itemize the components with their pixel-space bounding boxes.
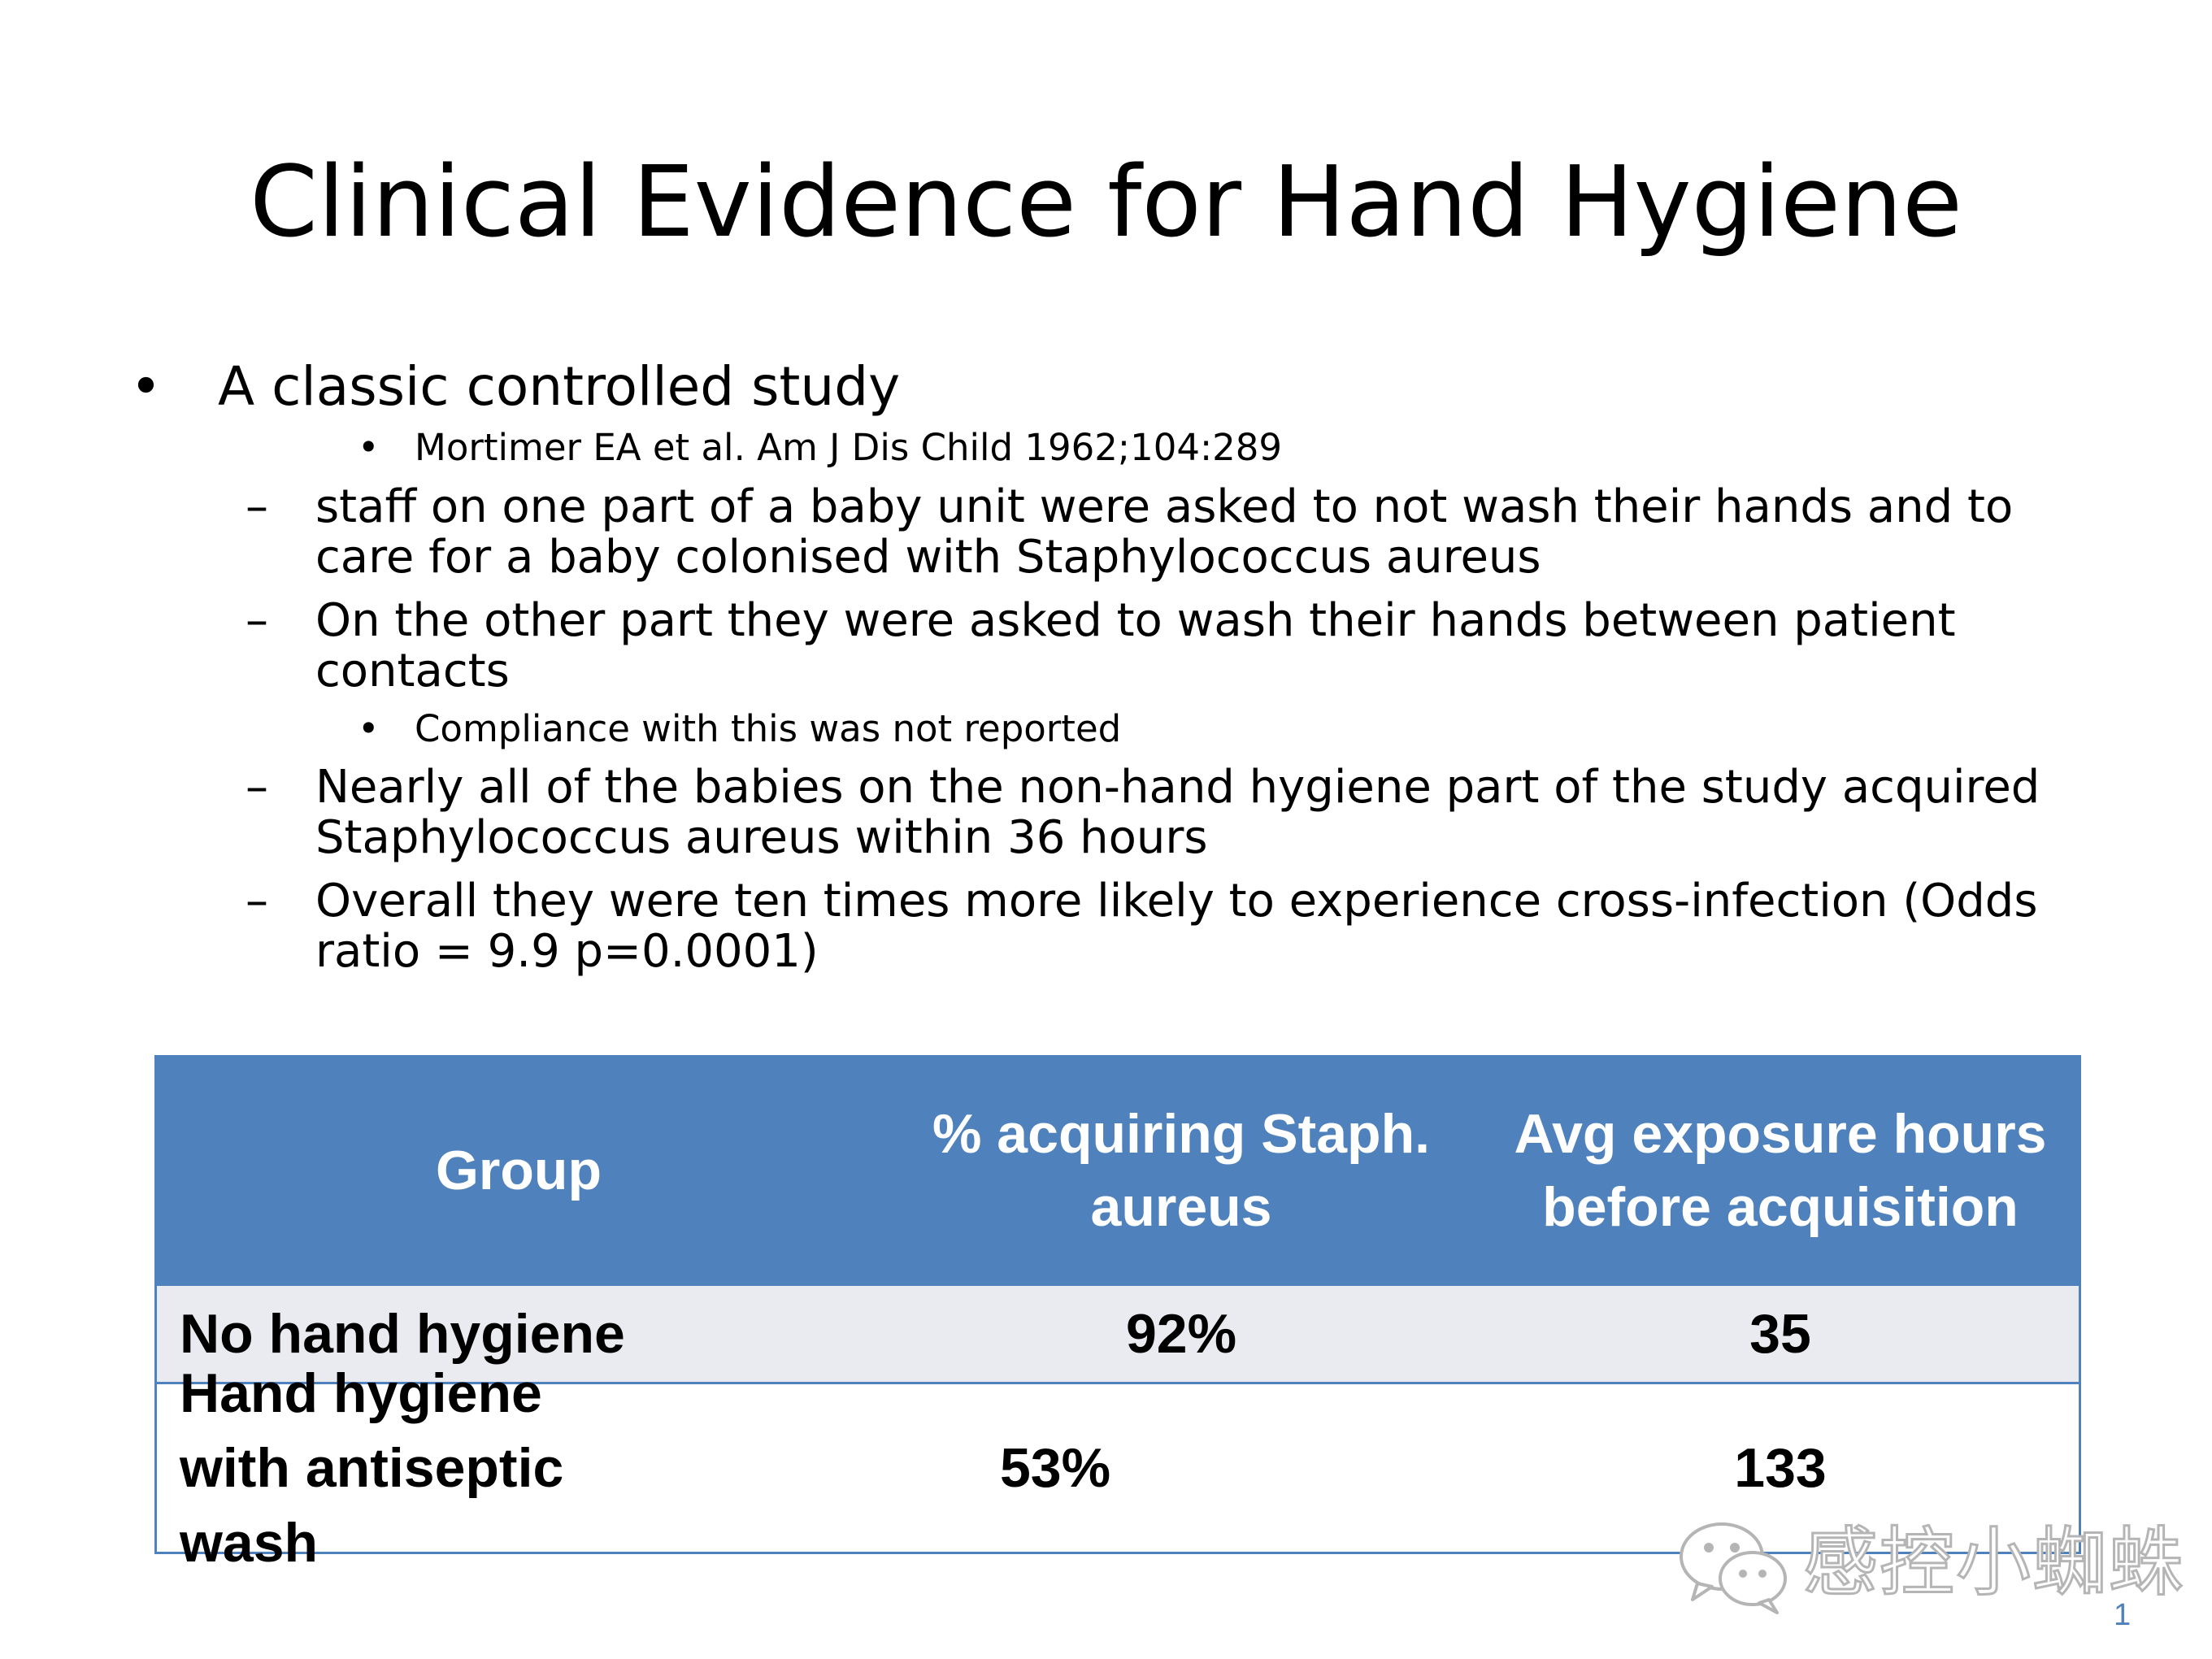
watermark: 感控小蜘蛛	[1673, 1512, 2185, 1618]
bullet-marker: •	[358, 707, 380, 750]
header-group: Group	[436, 1140, 602, 1201]
dash-marker: –	[246, 594, 268, 647]
table-row: Hand hygiene with antiseptic wash 53% 13…	[157, 1362, 2079, 1574]
slide-number: 1	[2114, 1598, 2132, 1632]
cell-group: No hand hygiene	[180, 1303, 625, 1365]
slide-title: Clinical Evidence for Hand Hygiene	[250, 146, 1962, 259]
cell-hours: 133	[1734, 1437, 1827, 1499]
list-item-text: staff on one part of a baby unit were as…	[315, 480, 2014, 584]
header-avg-exposure: Avg exposure hours before acquisition	[1514, 1103, 2047, 1238]
table-header: Group % acquiring Staph. aureus Avg expo…	[157, 1058, 2079, 1283]
wechat-icon	[1680, 1522, 1787, 1614]
dash-marker: –	[246, 480, 268, 533]
list-item-text: On the other part they were asked to was…	[315, 594, 1956, 697]
citation-text: Mortimer EA et al. Am J Dis Child 1962;1…	[415, 426, 1283, 469]
dash-marker: –	[246, 875, 268, 927]
watermark-text: 感控小蜘蛛	[1801, 1518, 2186, 1608]
list-item-text: Nearly all of the babies on the non-hand…	[315, 761, 2040, 864]
dash-marker: –	[246, 761, 268, 814]
bullet-marker: •	[358, 426, 380, 469]
list-item-text: Overall they were ten times more likely …	[315, 875, 2038, 978]
cell-group: Hand hygiene with antiseptic wash	[180, 1362, 564, 1574]
bullet-marker: •	[130, 355, 162, 418]
header-percent-acquiring: % acquiring Staph. aureus	[932, 1103, 1431, 1238]
note-text: Compliance with this was not reported	[415, 707, 1122, 750]
table-row: No hand hygiene 92% 35	[157, 1283, 2079, 1382]
main-bullet-text: A classic controlled study	[218, 355, 901, 418]
results-table: Group % acquiring Staph. aureus Avg expo…	[154, 1055, 2081, 1574]
cell-percent: 53%	[999, 1437, 1111, 1499]
cell-hours: 35	[1749, 1303, 1811, 1365]
cell-percent: 92%	[1125, 1303, 1237, 1365]
